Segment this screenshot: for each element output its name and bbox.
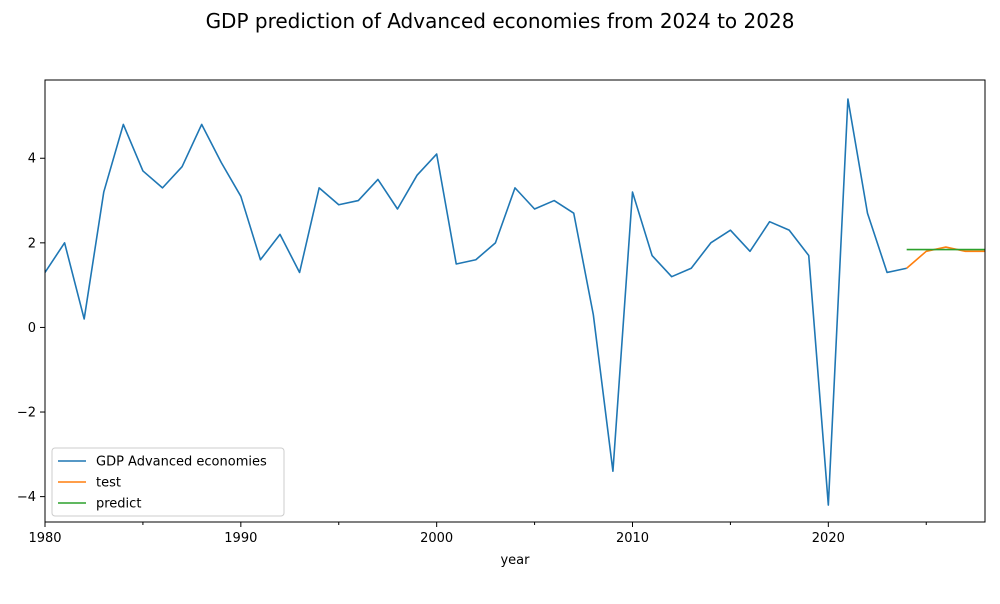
- chart-title: GDP prediction of Advanced economies fro…: [206, 9, 795, 33]
- y-tick-label: 4: [28, 152, 36, 167]
- x-axis-label: year: [500, 553, 530, 568]
- x-tick-label: 2020: [812, 531, 845, 546]
- x-tick-label: 2010: [616, 531, 649, 546]
- y-tick-label: 2: [28, 236, 36, 251]
- legend-label-1: test: [96, 476, 121, 491]
- legend-box: [51, 447, 285, 517]
- x-axis: 1980 1990 2000 2010 2020: [28, 522, 927, 546]
- series-line-0: [45, 98, 907, 506]
- y-axis: −4 −2 0 2 4: [17, 152, 45, 505]
- x-tick-label: 2000: [420, 531, 453, 546]
- y-tick-label: −4: [17, 490, 36, 505]
- legend-label-2: predict: [96, 497, 141, 512]
- y-tick-label: −2: [17, 406, 36, 421]
- series-layer: [45, 98, 985, 506]
- legend-label-0: GDP Advanced economies: [96, 455, 267, 470]
- series-line-1: [906, 246, 985, 269]
- plot-frame: [44, 79, 986, 523]
- x-tick-label: 1980: [28, 531, 61, 546]
- y-tick-label: 0: [28, 321, 36, 336]
- x-tick-label: 1990: [224, 531, 257, 546]
- legend: GDP Advanced economies test predict: [51, 447, 285, 517]
